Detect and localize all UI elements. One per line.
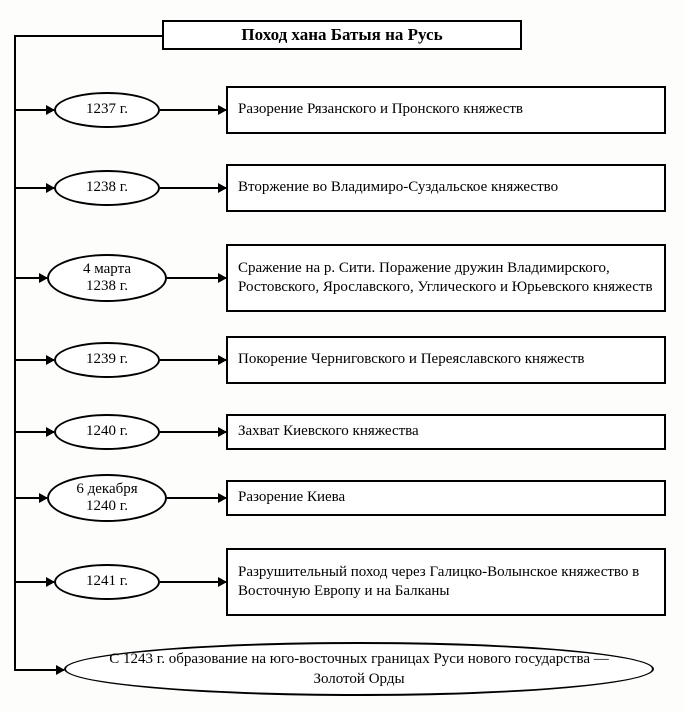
spine-to-date-arrow (14, 277, 47, 279)
event-box: Покорение Черниговского и Переяславского… (226, 336, 666, 384)
date-text: 1238 г. (86, 179, 128, 196)
date-to-event-arrow (160, 431, 226, 433)
spine-to-date-arrow (14, 431, 54, 433)
date-text: 1237 г. (86, 101, 128, 118)
date-to-event-arrow (167, 497, 226, 499)
title-to-spine (14, 35, 162, 37)
date-text: 1238 г. (86, 278, 128, 295)
spine-to-result (14, 669, 64, 671)
date-ellipse: 1239 г. (54, 342, 160, 378)
date-text: 1241 г. (86, 573, 128, 590)
spine-to-date-arrow (14, 359, 54, 361)
spine-to-date-arrow (14, 497, 47, 499)
spine-to-date-arrow (14, 187, 54, 189)
diagram-title: Поход хана Батыя на Русь (162, 20, 522, 50)
result-ellipse: С 1243 г. образование на юго-восточных г… (64, 642, 654, 696)
title-text: Поход хана Батыя на Русь (241, 25, 442, 45)
event-box: Разорение Рязанского и Пронского княжест… (226, 86, 666, 134)
event-text: Вторжение во Владимиро-Суздальское княже… (238, 178, 558, 198)
date-to-event-arrow (160, 109, 226, 111)
left-spine (14, 35, 16, 669)
date-text: 6 декабря (76, 481, 137, 498)
date-ellipse: 4 марта1238 г. (47, 254, 167, 302)
event-text: Захват Киевского княжества (238, 422, 419, 442)
spine-to-date-arrow (14, 581, 54, 583)
date-text: 1240 г. (86, 498, 128, 515)
date-text: 1239 г. (86, 351, 128, 368)
date-text: 4 марта (83, 261, 131, 278)
event-box: Разрушительный поход через Галицко-Волын… (226, 548, 666, 616)
date-to-event-arrow (160, 581, 226, 583)
event-text: Разорение Киева (238, 488, 345, 508)
spine-to-date-arrow (14, 109, 54, 111)
event-box: Вторжение во Владимиро-Суздальское княже… (226, 164, 666, 212)
event-text: Разорение Рязанского и Пронского княжест… (238, 100, 523, 120)
date-to-event-arrow (160, 359, 226, 361)
result-text: С 1243 г. образование на юго-восточных г… (96, 649, 622, 690)
event-text: Сражение на р. Сити. Поражение дружин Вл… (238, 259, 654, 298)
event-box: Разорение Киева (226, 480, 666, 516)
date-text: 1240 г. (86, 423, 128, 440)
event-box: Сражение на р. Сити. Поражение дружин Вл… (226, 244, 666, 312)
date-to-event-arrow (167, 277, 226, 279)
date-ellipse: 1241 г. (54, 564, 160, 600)
date-to-event-arrow (160, 187, 226, 189)
date-ellipse: 6 декабря1240 г. (47, 474, 167, 522)
event-text: Разрушительный поход через Галицко-Волын… (238, 563, 654, 602)
date-ellipse: 1240 г. (54, 414, 160, 450)
event-box: Захват Киевского княжества (226, 414, 666, 450)
date-ellipse: 1237 г. (54, 92, 160, 128)
date-ellipse: 1238 г. (54, 170, 160, 206)
event-text: Покорение Черниговского и Переяславского… (238, 350, 584, 370)
